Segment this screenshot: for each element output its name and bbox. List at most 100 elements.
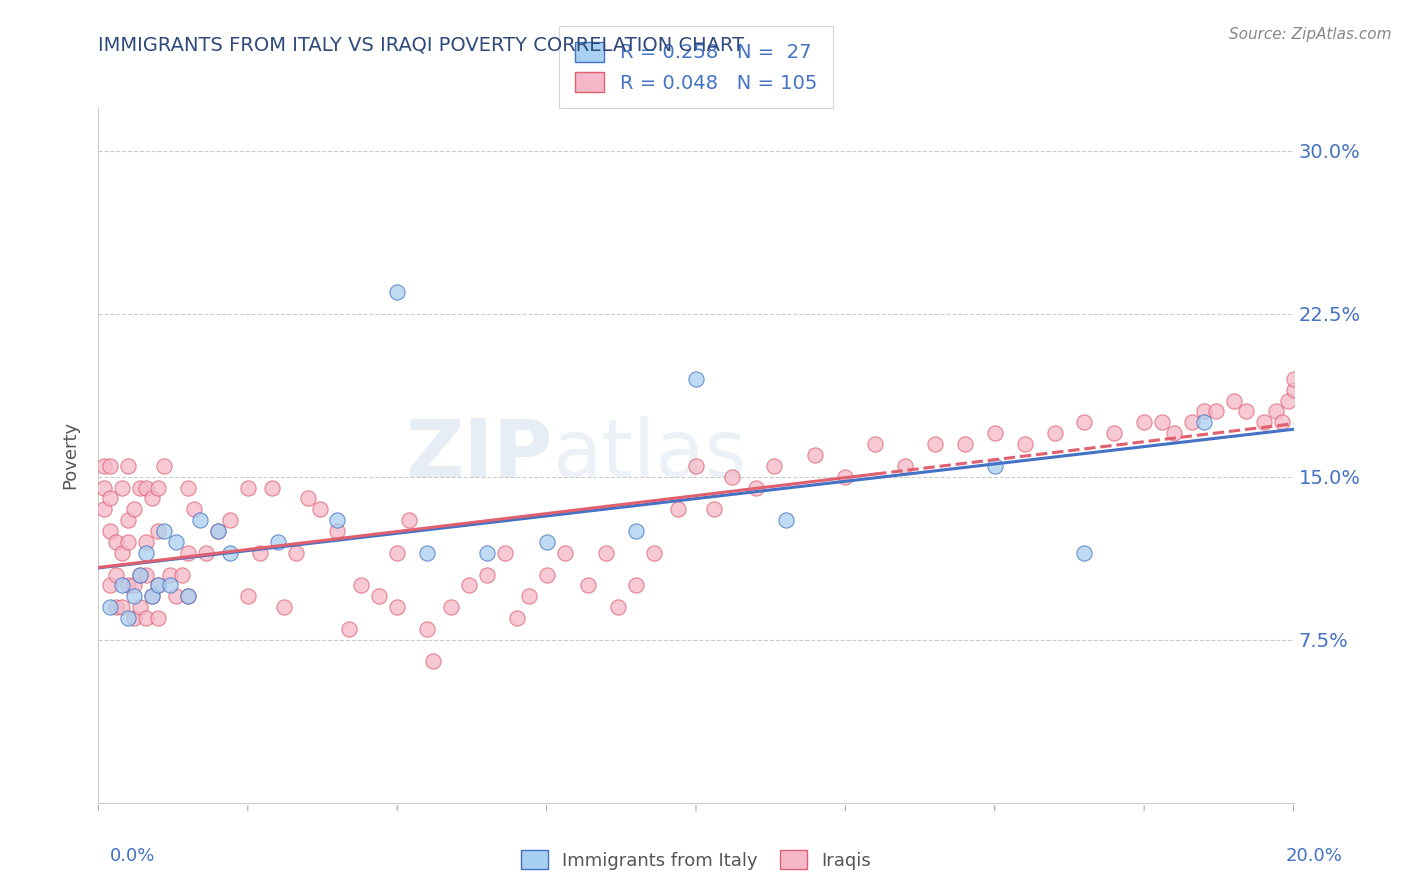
Point — [666, 502, 689, 516]
Point — [494, 546, 516, 560]
Point — [440, 600, 463, 615]
Point — [1073, 546, 1095, 560]
Point — [177, 589, 200, 603]
Point — [124, 589, 146, 603]
Point — [177, 481, 200, 495]
Point — [98, 600, 122, 615]
Point — [1205, 404, 1227, 418]
Point — [207, 524, 229, 538]
Point — [1181, 415, 1204, 429]
Point — [141, 589, 163, 603]
Point — [284, 546, 307, 560]
Point — [98, 578, 122, 592]
Point — [1133, 415, 1156, 429]
Point — [236, 481, 259, 495]
Point — [148, 578, 170, 592]
Point — [475, 567, 498, 582]
Point — [129, 567, 152, 582]
Point — [172, 567, 194, 582]
Point — [129, 481, 152, 495]
Point — [1192, 404, 1215, 418]
Point — [124, 502, 146, 516]
Point — [124, 611, 146, 625]
Point — [98, 491, 122, 506]
Point — [188, 513, 211, 527]
Point — [607, 600, 630, 615]
Point — [1282, 372, 1305, 386]
Point — [416, 546, 439, 560]
Point — [685, 458, 707, 473]
Text: Source: ZipAtlas.com: Source: ZipAtlas.com — [1229, 27, 1392, 42]
Point — [207, 524, 229, 538]
Text: atlas: atlas — [553, 416, 747, 494]
Point — [385, 600, 409, 615]
Point — [536, 567, 558, 582]
Point — [148, 481, 170, 495]
Point — [308, 502, 330, 516]
Point — [1234, 404, 1257, 418]
Point — [326, 513, 349, 527]
Point — [219, 546, 242, 560]
Point — [924, 437, 946, 451]
Legend: Immigrants from Italy, Iraqis: Immigrants from Italy, Iraqis — [506, 836, 886, 884]
Point — [98, 458, 122, 473]
Point — [506, 611, 529, 625]
Point — [984, 426, 1007, 441]
Point — [385, 546, 409, 560]
Point — [93, 502, 115, 516]
Point — [834, 469, 856, 483]
Point — [117, 611, 139, 625]
Point — [111, 578, 134, 592]
Point — [165, 534, 187, 549]
Point — [984, 458, 1007, 473]
Point — [1277, 393, 1299, 408]
Point — [105, 567, 128, 582]
Point — [249, 546, 271, 560]
Point — [416, 622, 439, 636]
Point — [536, 534, 558, 549]
Point — [1271, 415, 1294, 429]
Point — [260, 481, 283, 495]
Point — [894, 458, 917, 473]
Point — [124, 578, 146, 592]
Point — [762, 458, 785, 473]
Point — [297, 491, 319, 506]
Point — [93, 458, 115, 473]
Point — [153, 458, 176, 473]
Point — [517, 589, 540, 603]
Point — [111, 481, 134, 495]
Text: ZIP: ZIP — [405, 416, 553, 494]
Text: 20.0%: 20.0% — [1286, 847, 1343, 865]
Point — [195, 546, 218, 560]
Point — [177, 589, 200, 603]
Point — [135, 546, 157, 560]
Point — [141, 589, 163, 603]
Point — [93, 481, 115, 495]
Point — [1163, 426, 1185, 441]
Point — [135, 611, 157, 625]
Point — [721, 469, 744, 483]
Point — [165, 589, 187, 603]
Point — [129, 567, 152, 582]
Point — [1223, 393, 1246, 408]
Point — [159, 567, 181, 582]
Point — [159, 578, 181, 592]
Point — [117, 458, 139, 473]
Point — [554, 546, 576, 560]
Text: 0.0%: 0.0% — [110, 847, 155, 865]
Point — [98, 524, 122, 538]
Point — [141, 491, 163, 506]
Point — [148, 611, 170, 625]
Point — [148, 578, 170, 592]
Point — [1014, 437, 1036, 451]
Point — [595, 546, 617, 560]
Point — [368, 589, 391, 603]
Point — [775, 513, 797, 527]
Point — [117, 578, 139, 592]
Point — [177, 546, 200, 560]
Point — [1264, 404, 1286, 418]
Point — [1104, 426, 1126, 441]
Point — [1043, 426, 1066, 441]
Point — [117, 513, 139, 527]
Point — [398, 513, 420, 527]
